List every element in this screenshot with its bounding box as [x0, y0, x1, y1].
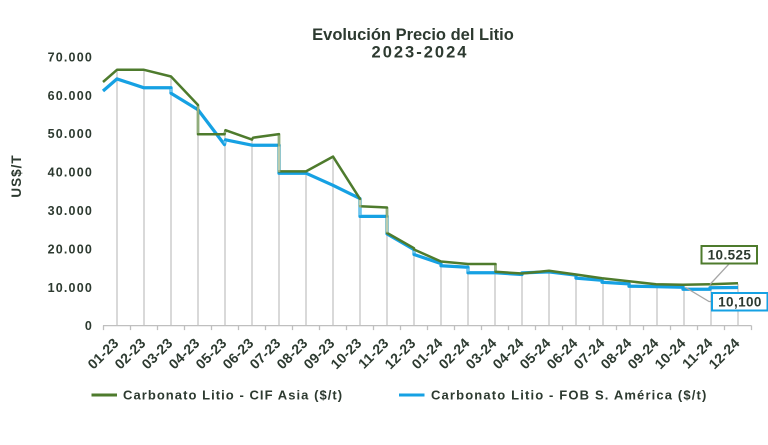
svg-text:Evolución Precio del Litio: Evolución Precio del Litio [312, 26, 514, 44]
svg-text:Carbonato Litio - FOB S. Améri: Carbonato Litio - FOB S. América ($/t) [431, 388, 708, 403]
svg-text:50.000: 50.000 [48, 127, 93, 141]
svg-text:10.525: 10.525 [708, 248, 752, 263]
svg-text:70.000: 70.000 [48, 50, 93, 64]
svg-text:10.000: 10.000 [48, 281, 93, 295]
svg-text:20.000: 20.000 [48, 242, 93, 256]
svg-text:10,100: 10,100 [718, 295, 762, 310]
svg-text:30.000: 30.000 [48, 204, 93, 218]
svg-text:0: 0 [85, 319, 93, 333]
svg-text:60.000: 60.000 [48, 89, 93, 103]
svg-text:40.000: 40.000 [48, 166, 93, 180]
svg-text:US$/T: US$/T [9, 154, 24, 197]
svg-text:2023-2024: 2023-2024 [372, 44, 469, 62]
svg-text:Carbonato Litio - CIF Asia ($/: Carbonato Litio - CIF Asia ($/t) [123, 388, 343, 403]
